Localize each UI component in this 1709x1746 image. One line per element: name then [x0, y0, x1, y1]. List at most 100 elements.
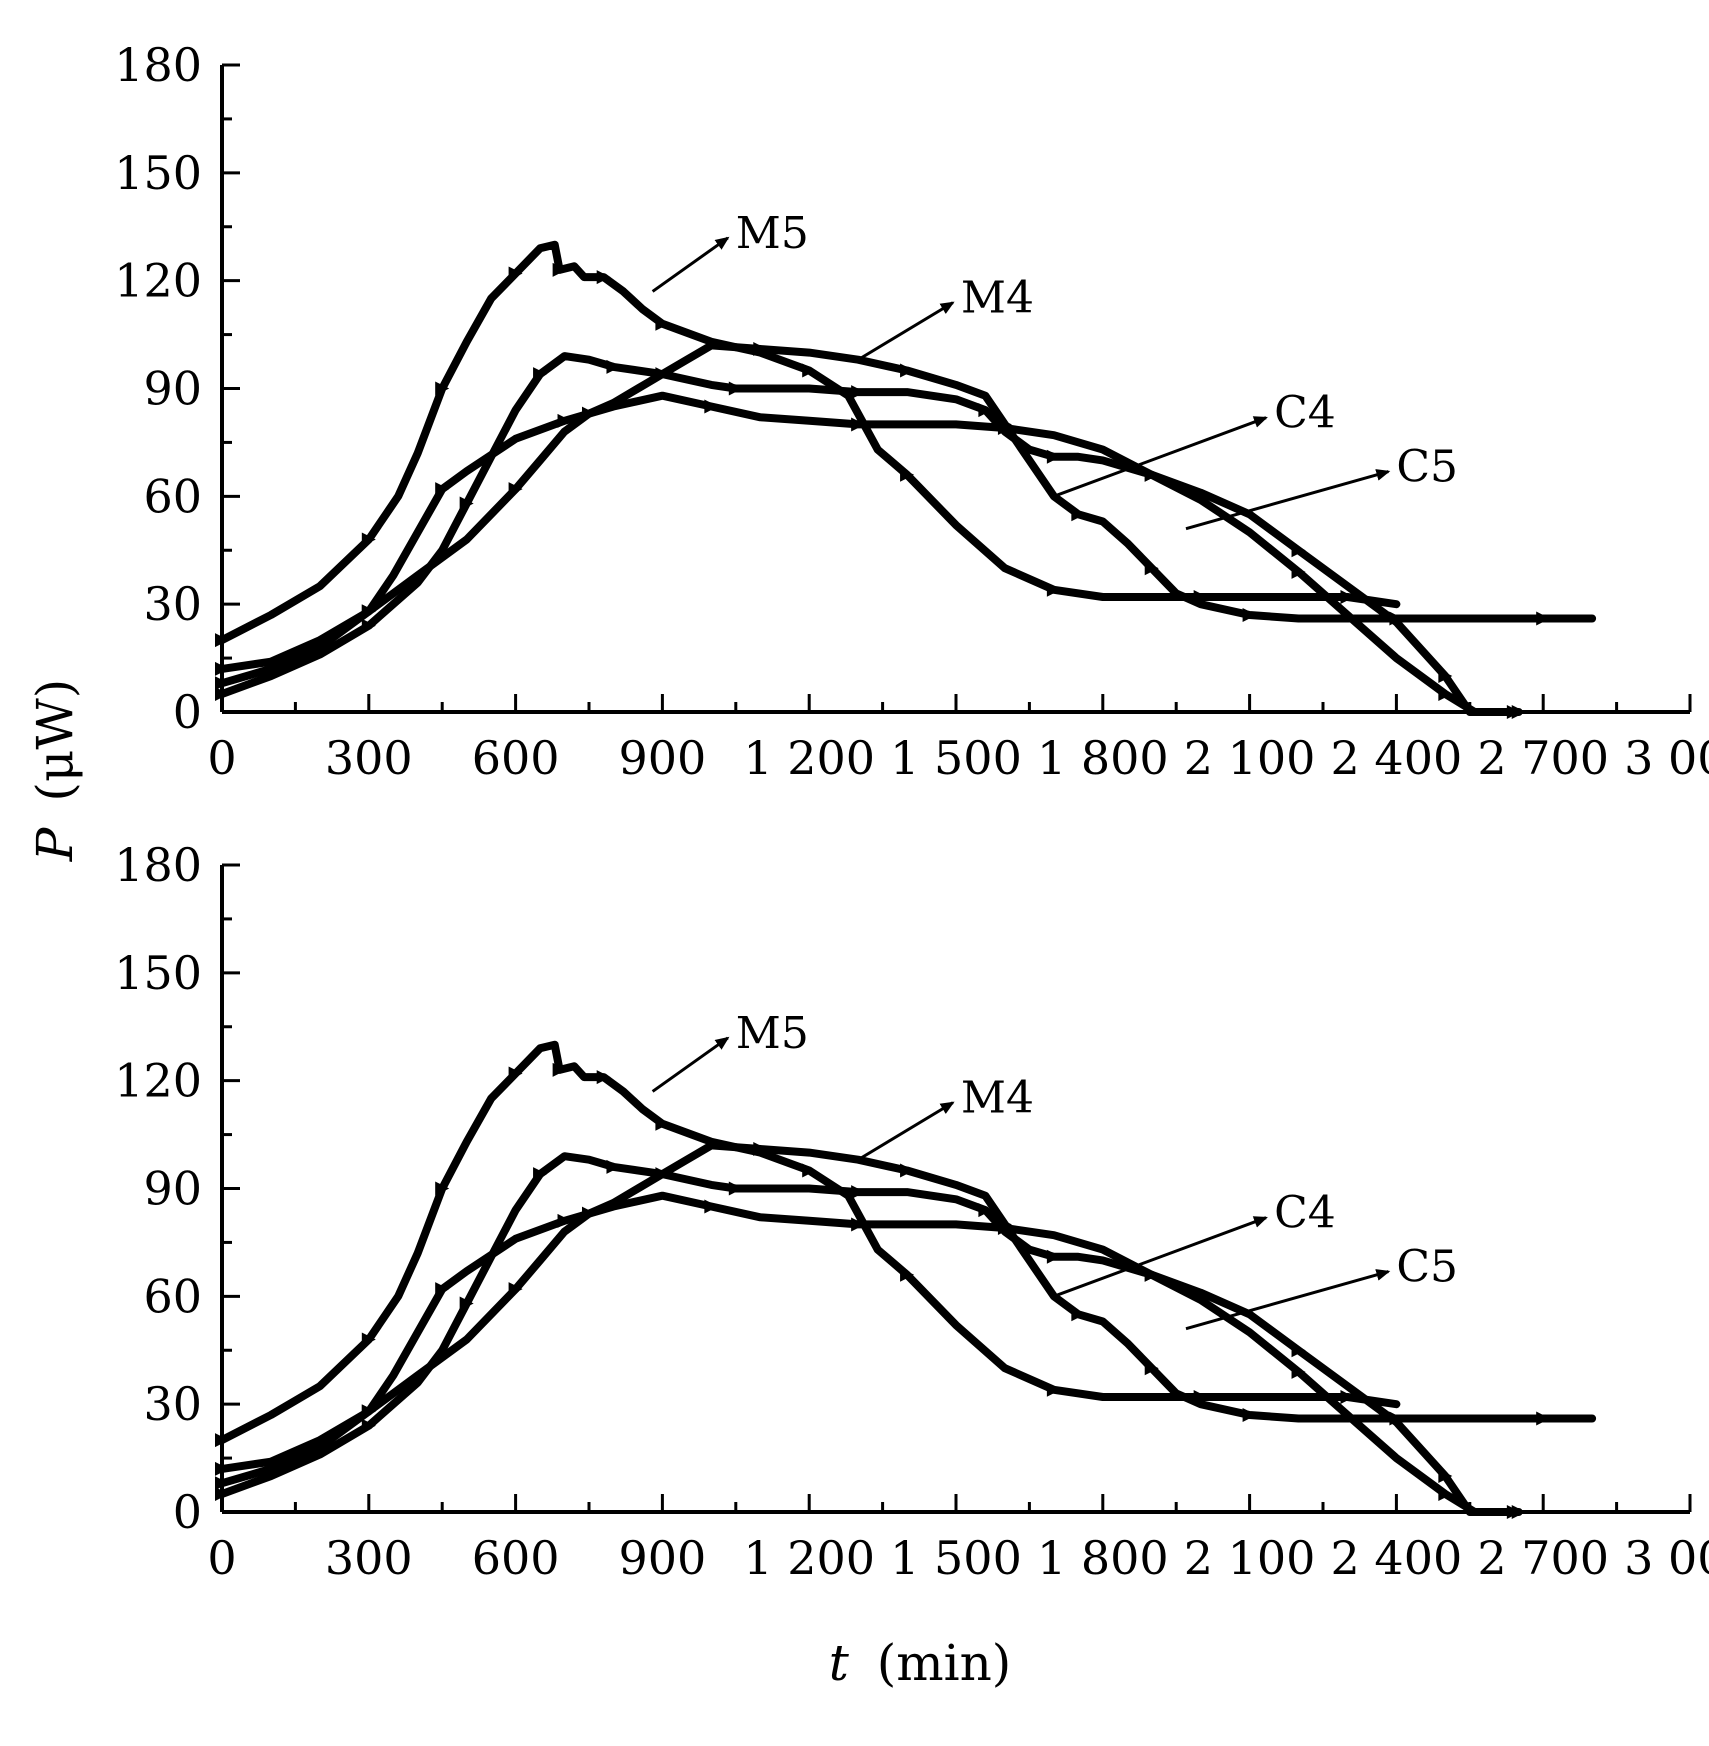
- series-marker-m4: [978, 1203, 993, 1218]
- y-tick-label: 90: [143, 362, 202, 416]
- series-marker-m4: [1438, 669, 1453, 684]
- series-marker-c4: [215, 1476, 229, 1491]
- series-marker-c4: [435, 1282, 450, 1297]
- series-marker-m5: [900, 1267, 915, 1282]
- annotation-arrow-c5: [1185, 469, 1391, 531]
- y-tick-label: 180: [114, 38, 202, 92]
- series-marker-m5: [215, 1433, 229, 1448]
- series-marker-c4: [704, 1199, 719, 1214]
- annotation-arrow-m4: [857, 301, 955, 362]
- y-axis-title-unit: (μW): [26, 679, 84, 802]
- series-marker-c5: [582, 406, 596, 421]
- series-marker-m5: [655, 316, 670, 331]
- x-tick-label: 2 700: [1477, 1531, 1609, 1585]
- series-marker-c5: [655, 1167, 670, 1182]
- x-axis-title-unit: (min): [877, 1634, 1012, 1692]
- series-marker-c4: [1144, 1267, 1159, 1282]
- series-marker-c5: [215, 1461, 229, 1476]
- x-tick-label: 2 100: [1184, 731, 1316, 785]
- series-marker-c4: [1144, 467, 1159, 482]
- series-marker-m4: [215, 687, 229, 702]
- series-marker-m5: [361, 532, 376, 547]
- y-axis-title: P (μW): [26, 679, 84, 862]
- series-marker-m4: [533, 367, 548, 382]
- series-marker-m4: [1291, 543, 1306, 558]
- series-marker-c5: [753, 341, 768, 356]
- x-tick-label: 600: [472, 1531, 560, 1585]
- series-marker-c4: [1511, 1505, 1526, 1519]
- series-marker-m5: [552, 1062, 567, 1077]
- svg-text:P (μW): P (μW): [26, 679, 84, 862]
- series-marker-m5: [596, 270, 611, 285]
- x-tick-label: 1 500: [890, 1531, 1022, 1585]
- series-marker-c4: [1291, 564, 1306, 579]
- x-tick-label: 600: [472, 731, 560, 785]
- x-tick-label: 900: [618, 1531, 706, 1585]
- series-marker-c5: [361, 604, 376, 619]
- series-marker-c5: [997, 417, 1012, 432]
- series-marker-m4: [1291, 1343, 1306, 1358]
- series-line-m5: [218, 240, 1401, 645]
- annotation-label-m4: M4: [961, 273, 1034, 324]
- series-marker-c5: [900, 363, 915, 378]
- x-axis-title: t (min): [829, 1634, 1012, 1692]
- x-tick-label: 300: [325, 1531, 413, 1585]
- series-marker-c5: [753, 1141, 768, 1156]
- series-marker-m4: [1438, 1469, 1453, 1484]
- series-marker-m4: [728, 381, 743, 396]
- svg-text:t (min): t (min): [829, 1634, 1012, 1692]
- y-tick-label: 0: [173, 1485, 202, 1539]
- series-marker-c4: [435, 482, 450, 497]
- annotation-label-m5: M5: [736, 1008, 809, 1059]
- annotation-arrow-m5: [651, 236, 730, 293]
- series-marker-c5: [1071, 507, 1086, 522]
- series-marker-m5: [435, 381, 450, 396]
- series-marker-c5: [1144, 561, 1159, 576]
- annotation-arrow-c4: [1053, 1216, 1268, 1298]
- series-marker-m5: [1340, 1389, 1355, 1404]
- x-tick-label: 1 800: [1037, 731, 1169, 785]
- y-tick-label: 120: [114, 1054, 202, 1108]
- y-tick-label: 30: [143, 577, 202, 631]
- series-marker-m4: [606, 359, 621, 374]
- series-marker-m4: [533, 1167, 548, 1182]
- series-marker-c5: [900, 1163, 915, 1178]
- series-marker-c4: [851, 417, 866, 432]
- y-tick-label: 60: [143, 1269, 202, 1323]
- chart-panel-2: 0 30 60 90 120 150 180 0 300 600 900 1 200 1 500 1 80…: [114, 838, 1709, 1585]
- series-marker-c4: [704, 399, 719, 414]
- x-tick-label: 1 800: [1037, 1531, 1169, 1585]
- series-marker-c5: [1389, 611, 1404, 626]
- x-tick-label: 900: [618, 731, 706, 785]
- series-marker-c5: [1389, 1411, 1404, 1426]
- series-marker-c4: [1438, 687, 1453, 702]
- series-marker-c4: [215, 676, 229, 691]
- y-axis-title-var: P: [26, 826, 84, 862]
- x-tick-label: 1 200: [743, 1531, 875, 1585]
- series-marker-m4: [361, 1418, 376, 1433]
- series-line-c5: [218, 1141, 1597, 1473]
- y-tick-label: 150: [114, 146, 202, 200]
- series-marker-c5: [1071, 1307, 1086, 1322]
- x-tick-label: 3 000: [1624, 731, 1709, 785]
- series-marker-m5: [1340, 589, 1355, 604]
- x-axis-title-var: t: [829, 1634, 850, 1692]
- series-marker-c5: [215, 661, 229, 676]
- series-marker-m5: [361, 1332, 376, 1347]
- annotation-label-m5: M5: [736, 208, 809, 259]
- series-marker-m5: [802, 1163, 817, 1178]
- series-marker-m5: [655, 1116, 670, 1131]
- series-marker-c5: [1536, 611, 1551, 626]
- series-marker-m4: [459, 496, 474, 511]
- x-tick-label: 2 100: [1184, 1531, 1316, 1585]
- series-marker-c4: [557, 413, 572, 428]
- series-marker-m4: [361, 618, 376, 633]
- series-marker-m4: [1046, 449, 1061, 464]
- series-marker-m5: [508, 266, 523, 281]
- series-marker-c5: [582, 1206, 596, 1221]
- series-marker-m5: [596, 1070, 611, 1085]
- series-marker-m5: [802, 363, 817, 378]
- series-marker-c5: [655, 367, 670, 382]
